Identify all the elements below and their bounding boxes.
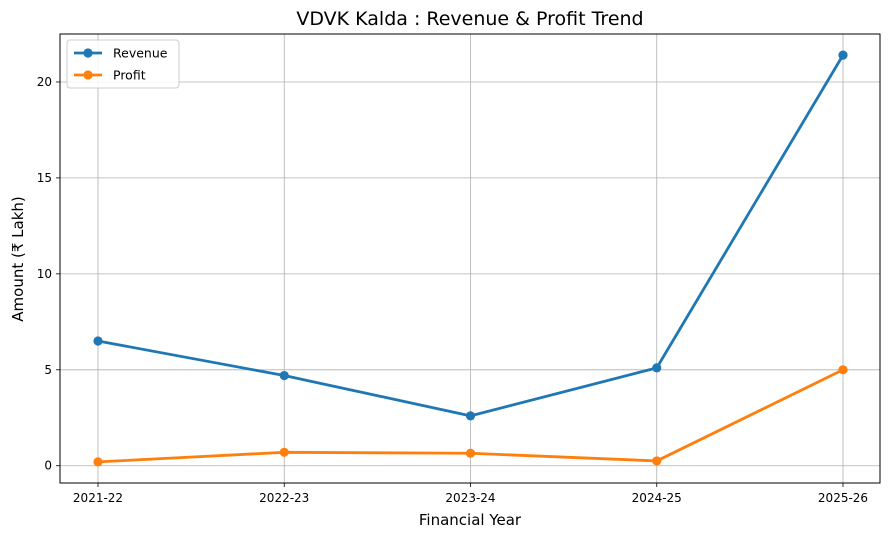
y-axis-label: Amount (₹ Lakh)	[9, 196, 27, 321]
legend-profit-marker	[83, 70, 93, 80]
axis-ticks: 2021-22 2022-23 2023-24 2024-25 2025-26 0 5 10 1…	[37, 75, 868, 505]
profit-point	[838, 365, 848, 375]
profit-point	[93, 457, 103, 467]
chart-title: VDVK Kalda : Revenue & Profit Trend	[296, 8, 643, 30]
y-tick-label: 20	[37, 75, 52, 89]
revenue-point	[652, 363, 662, 373]
revenue-point	[838, 50, 848, 60]
x-tick-label: 2024-25	[632, 491, 682, 505]
x-tick-label: 2025-26	[818, 491, 868, 505]
legend-revenue-label: Revenue	[113, 46, 168, 61]
x-tick-label: 2022-23	[259, 491, 309, 505]
y-tick-label: 10	[37, 267, 52, 281]
profit-point	[465, 448, 476, 458]
x-tick-label: 2023-24	[445, 491, 495, 505]
revenue-point	[465, 411, 476, 421]
series-group	[93, 50, 848, 467]
y-tick-label: 5	[44, 363, 52, 377]
y-tick-label: 15	[37, 171, 52, 185]
grid	[60, 34, 880, 483]
x-tick-label: 2021-22	[73, 491, 123, 505]
revenue-point	[279, 370, 289, 381]
legend-revenue-marker	[83, 48, 93, 58]
x-axis-label: Financial Year	[419, 511, 522, 529]
profit-point	[279, 447, 289, 457]
profit-point	[652, 456, 662, 466]
revenue-point	[93, 336, 103, 346]
plot-frame	[59, 33, 881, 484]
legend: Revenue Profit	[66, 39, 180, 89]
y-tick-label: 0	[44, 459, 52, 473]
legend-profit-label: Profit	[113, 68, 146, 83]
